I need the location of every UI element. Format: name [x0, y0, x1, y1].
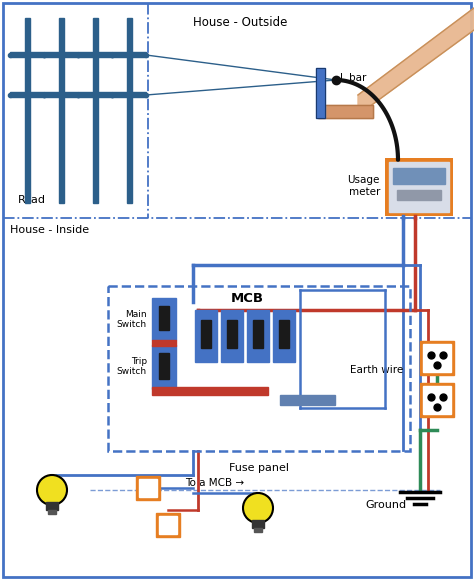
Text: House - Outside: House - Outside: [193, 16, 287, 29]
Text: Main
Switch: Main Switch: [117, 310, 147, 329]
Bar: [44, 92, 78, 97]
Bar: [253, 320, 263, 348]
Text: Fuse panel: Fuse panel: [229, 463, 289, 473]
Bar: [420, 341, 454, 375]
Polygon shape: [358, 8, 474, 115]
Bar: [152, 387, 268, 395]
Bar: [389, 162, 449, 212]
Bar: [152, 340, 176, 346]
Bar: [195, 310, 217, 362]
Bar: [318, 105, 373, 118]
Bar: [59, 18, 64, 203]
Bar: [48, 510, 56, 514]
Text: Trip
Switch: Trip Switch: [117, 357, 147, 376]
Bar: [93, 18, 98, 203]
Bar: [247, 310, 269, 362]
Bar: [139, 479, 157, 497]
Bar: [78, 92, 112, 97]
Bar: [393, 168, 445, 184]
Bar: [221, 310, 243, 362]
Text: Road: Road: [18, 195, 46, 205]
Text: Usage
meter: Usage meter: [347, 175, 380, 197]
Bar: [112, 92, 146, 97]
Bar: [423, 386, 451, 414]
Bar: [152, 298, 176, 340]
Bar: [46, 502, 58, 510]
Bar: [127, 18, 132, 203]
Bar: [397, 190, 441, 200]
Text: Ground: Ground: [365, 500, 406, 510]
Bar: [153, 299, 175, 339]
Bar: [420, 383, 454, 417]
Bar: [153, 346, 175, 388]
Bar: [25, 18, 30, 203]
Text: House - Inside: House - Inside: [10, 225, 89, 235]
Bar: [273, 310, 295, 362]
Text: To a MCB →: To a MCB →: [185, 478, 244, 488]
Bar: [152, 345, 176, 389]
FancyBboxPatch shape: [3, 3, 471, 577]
Bar: [162, 521, 174, 529]
Bar: [254, 528, 262, 532]
Bar: [201, 320, 211, 348]
Bar: [196, 311, 216, 361]
Circle shape: [37, 475, 67, 505]
Text: L bar: L bar: [340, 73, 366, 83]
Bar: [159, 306, 169, 330]
Bar: [136, 476, 160, 500]
Bar: [274, 311, 294, 361]
Bar: [78, 52, 112, 57]
Text: Earth wire: Earth wire: [350, 365, 403, 375]
Bar: [248, 311, 268, 361]
Bar: [112, 52, 146, 57]
Bar: [44, 52, 78, 57]
Bar: [10, 52, 44, 57]
Bar: [318, 105, 373, 118]
Bar: [142, 484, 154, 492]
Bar: [156, 513, 180, 537]
Bar: [280, 395, 335, 405]
Bar: [159, 516, 177, 534]
Bar: [279, 320, 289, 348]
Bar: [10, 92, 44, 97]
Circle shape: [243, 493, 273, 523]
Bar: [159, 353, 169, 379]
Bar: [316, 68, 325, 118]
Bar: [222, 311, 242, 361]
Bar: [252, 520, 264, 528]
Bar: [385, 158, 453, 216]
Bar: [316, 68, 325, 118]
Text: MCB: MCB: [230, 292, 264, 305]
Bar: [423, 344, 451, 372]
Bar: [227, 320, 237, 348]
